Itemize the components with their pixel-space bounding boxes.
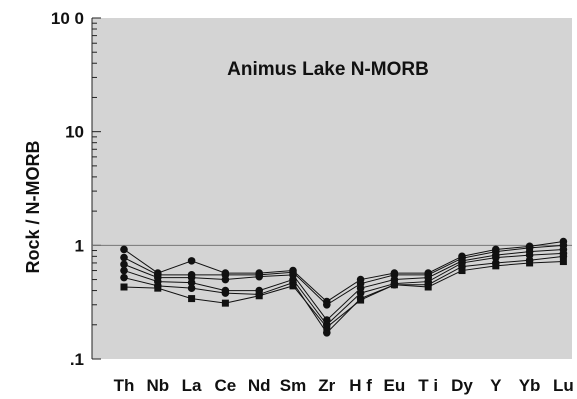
data-point xyxy=(255,272,263,281)
data-point xyxy=(390,281,398,289)
data-point xyxy=(289,282,297,290)
x-axis-labels: Th Nb La Ce Nd Sm Zr H f Eu T i Dy Y Yb Lu xyxy=(114,376,574,395)
x-tick-label: Sm xyxy=(280,376,306,395)
data-point xyxy=(559,258,567,266)
plot-area xyxy=(92,18,572,359)
x-tick-label: T i xyxy=(418,376,438,395)
data-point xyxy=(255,292,263,300)
data-point xyxy=(492,262,500,270)
series-6 xyxy=(120,258,567,331)
y-tick-label: 1 xyxy=(75,236,84,255)
series-line xyxy=(123,244,564,306)
x-tick-label: Dy xyxy=(451,376,473,395)
data-point xyxy=(221,299,229,307)
data-point xyxy=(323,300,331,309)
x-tick-label: Zr xyxy=(318,376,335,395)
series-line xyxy=(123,248,564,321)
data-point xyxy=(356,289,365,297)
data-point xyxy=(120,283,128,291)
data-point xyxy=(323,323,331,331)
data-point xyxy=(120,245,128,254)
chart-title: Animus Lake N-MORB xyxy=(227,59,429,80)
data-point xyxy=(492,253,500,262)
x-tick-label: Y xyxy=(490,376,502,395)
data-point xyxy=(424,283,432,291)
x-tick-label: Eu xyxy=(384,376,406,395)
series-line xyxy=(123,255,564,334)
series-line xyxy=(123,252,564,326)
y-axis-label: Rock / N-MORB xyxy=(23,140,43,273)
series-layer xyxy=(120,237,568,337)
data-point xyxy=(120,253,128,262)
y-tick-label: 10 xyxy=(65,123,84,142)
series-line xyxy=(123,261,564,329)
y-tick-label: 10 0 xyxy=(51,9,84,28)
x-tick-label: Nb xyxy=(146,376,169,395)
data-point xyxy=(120,273,128,282)
data-point xyxy=(187,284,196,292)
y-tick-label: .1 xyxy=(70,350,84,369)
x-tick-label: Ce xyxy=(215,376,237,395)
x-tick-label: Th xyxy=(114,376,135,395)
data-point xyxy=(188,295,196,303)
data-point xyxy=(323,329,331,337)
data-point xyxy=(187,278,196,287)
x-tick-label: H f xyxy=(349,376,372,395)
x-tick-label: Lu xyxy=(553,376,574,395)
data-point xyxy=(187,257,196,265)
data-point xyxy=(357,296,365,304)
data-point xyxy=(221,275,230,284)
series-line xyxy=(123,241,564,303)
data-point xyxy=(120,266,128,275)
y-axis-ticks: .1 1 10 10 0 xyxy=(51,9,101,369)
data-point xyxy=(221,289,230,297)
data-point xyxy=(526,259,534,267)
data-point xyxy=(458,267,466,275)
x-tick-label: Yb xyxy=(519,376,541,395)
data-point xyxy=(120,260,128,269)
x-tick-label: La xyxy=(182,376,202,395)
data-point xyxy=(154,284,162,292)
x-tick-label: Nd xyxy=(248,376,271,395)
